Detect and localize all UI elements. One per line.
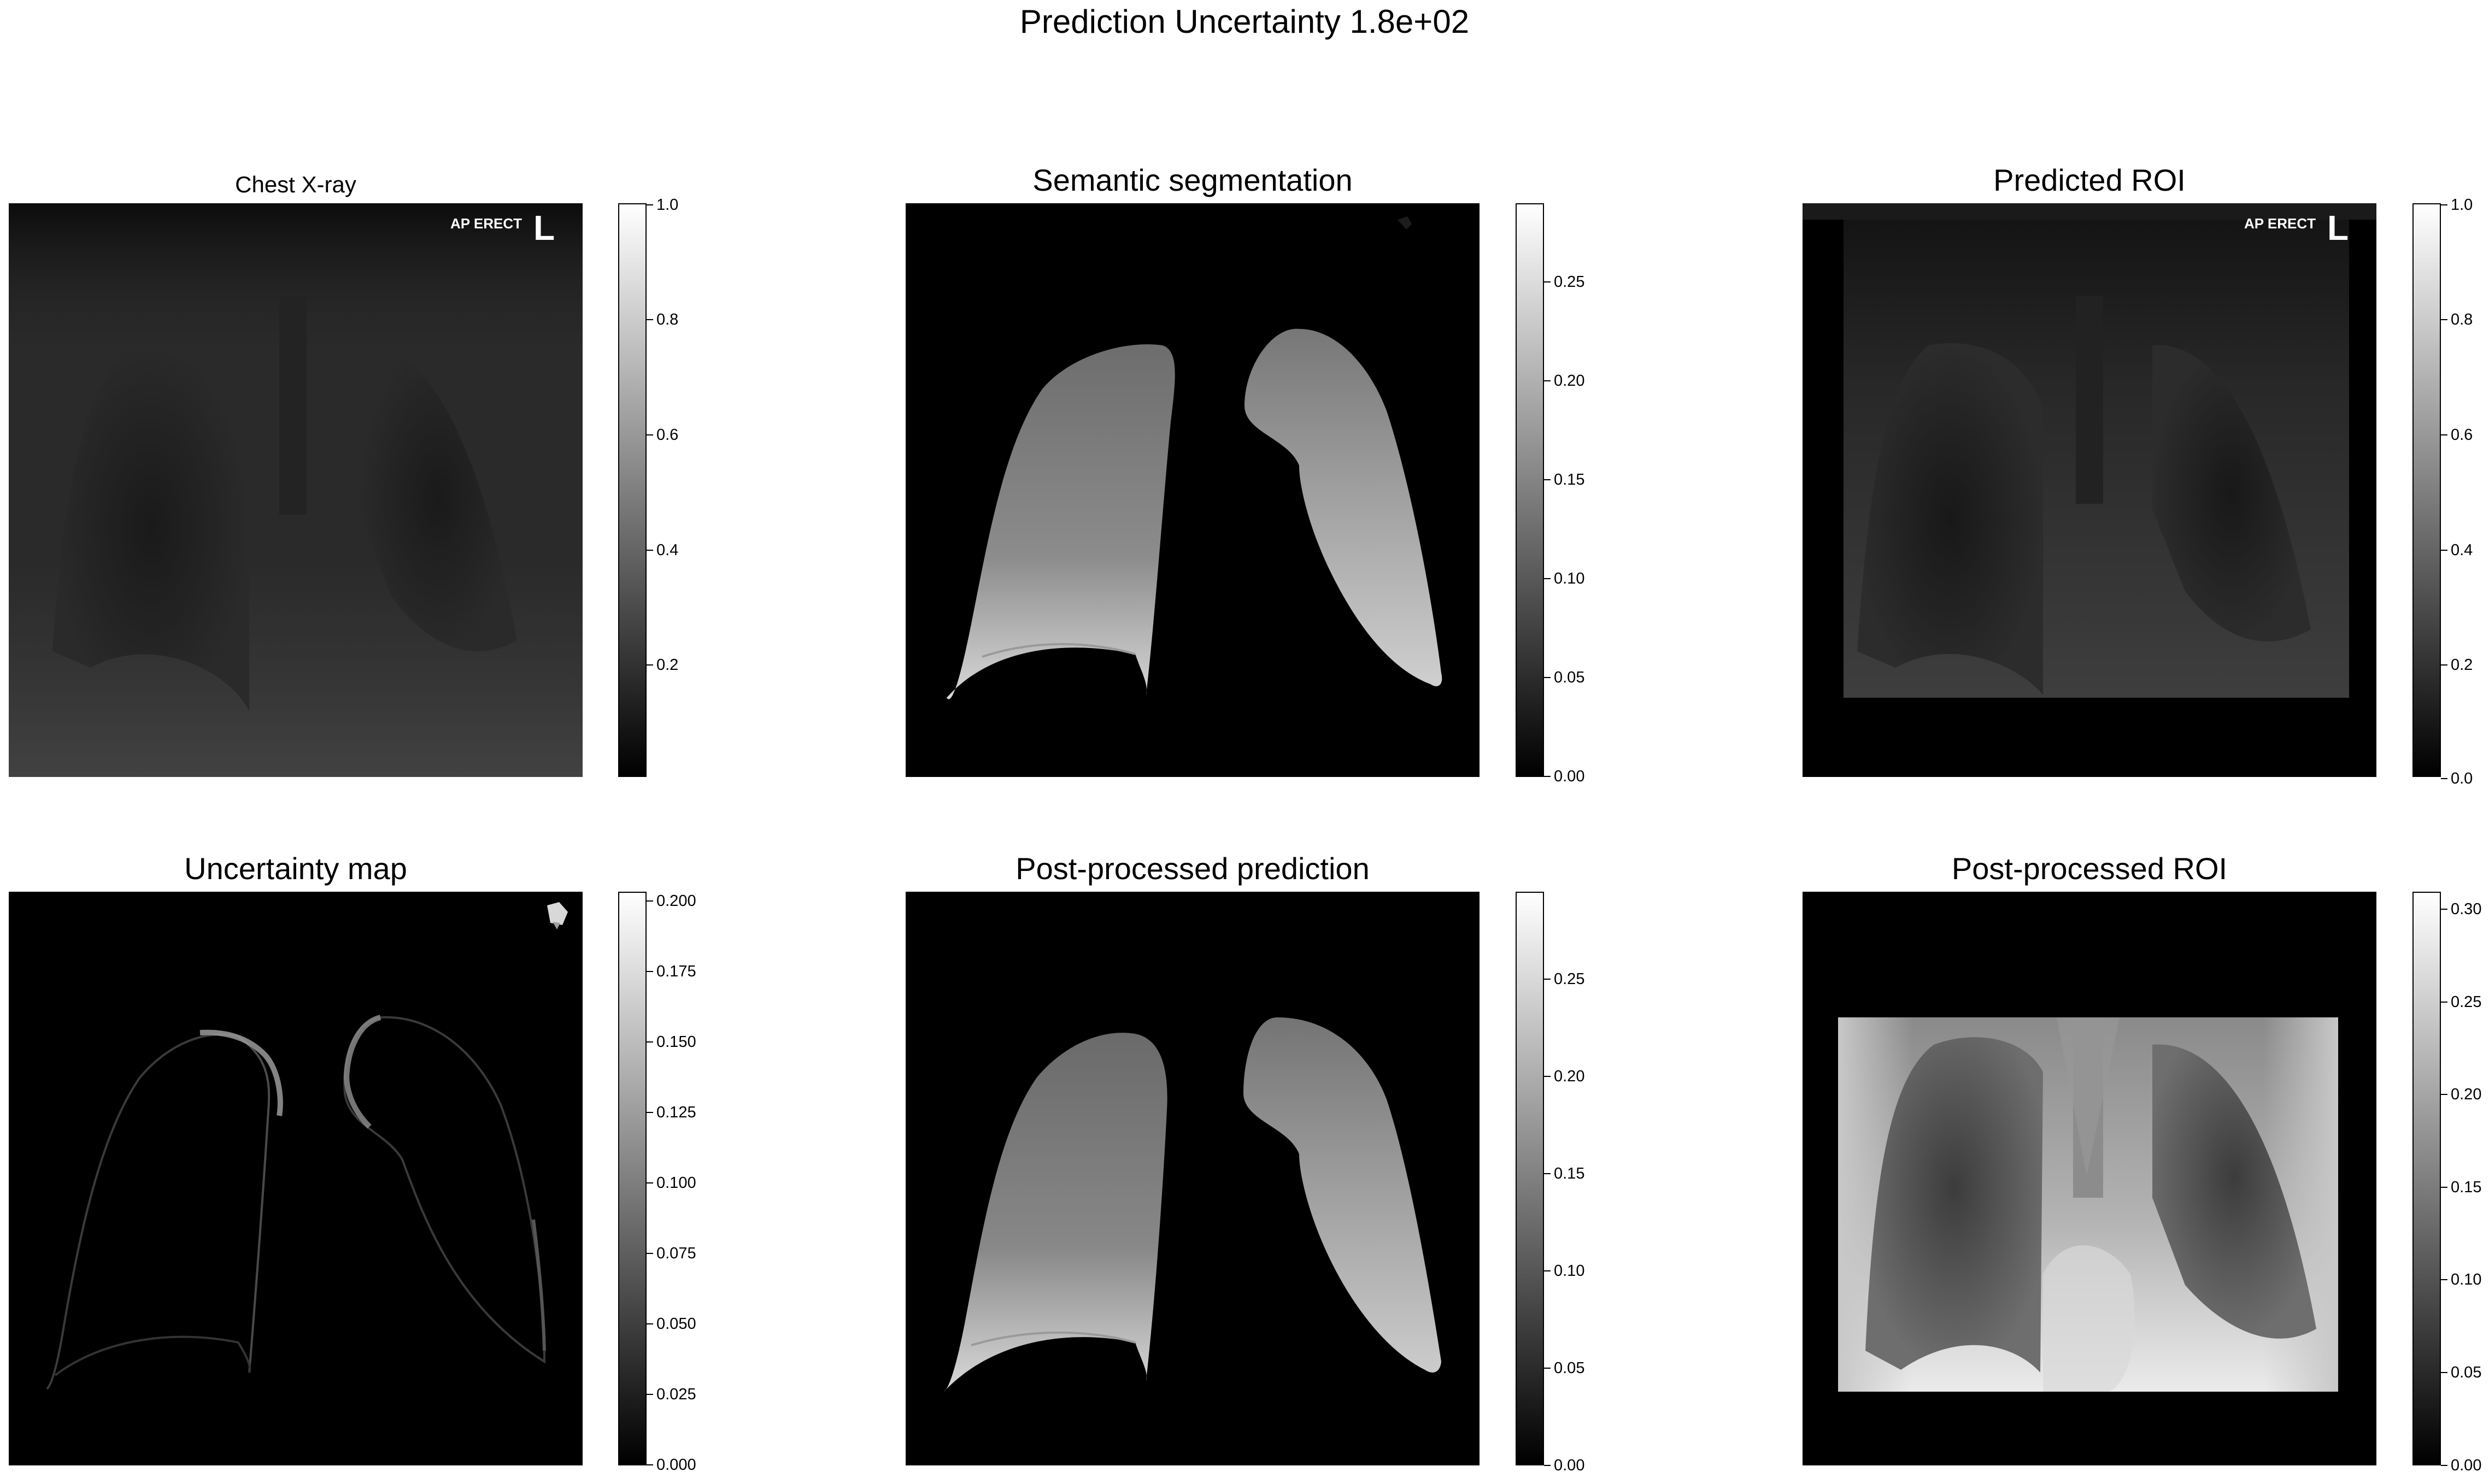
- colorbar-tick: 0.175: [647, 963, 696, 980]
- roi-side-marker: L: [2327, 208, 2349, 248]
- colorbar-tick: 0.00: [2440, 1457, 2482, 1474]
- panel-title-chest-xray: Chest X-ray: [235, 172, 356, 197]
- colorbar-tick: 0.6: [646, 426, 679, 444]
- colorbar-tick: 0.20: [1543, 1068, 1585, 1085]
- colorbar-tick: 0.8: [2440, 311, 2473, 328]
- colorbar-tick: 0.2: [2440, 656, 2473, 674]
- colorbar-tick: 0.075: [647, 1245, 696, 1262]
- colorbar-post-processed-prediction: [1516, 892, 1544, 1465]
- uncertainty-map-image: [9, 892, 583, 1465]
- xray-side-marker: L: [533, 208, 555, 248]
- colorbar-segmentation: [1516, 203, 1544, 777]
- colorbar-tick: 0.20: [1543, 372, 1585, 390]
- panel-title-uncertainty-map: Uncertainty map: [184, 851, 407, 886]
- post-processed-roi-image: [1803, 892, 2376, 1465]
- colorbar-tick: 1.0: [646, 196, 679, 214]
- post-processed-prediction-image: [906, 892, 1480, 1465]
- colorbar-tick: 0.4: [2440, 541, 2473, 559]
- colorbar-tick: 0.200: [647, 892, 696, 910]
- colorbar-predicted-roi: [2412, 203, 2441, 777]
- panel-title-semantic-segmentation: Semantic segmentation: [1032, 163, 1353, 197]
- colorbar-tick: 0.25: [1543, 273, 1585, 291]
- colorbar-tick: 0.025: [647, 1386, 696, 1403]
- panel-title-post-processed-prediction: Post-processed prediction: [1015, 851, 1370, 886]
- colorbar-tick: 0.8: [646, 311, 679, 328]
- colorbar-post-processed-roi: [2412, 892, 2441, 1465]
- colorbar-tick: 0.6: [2440, 426, 2473, 444]
- colorbar-tick: 0.05: [1543, 1359, 1585, 1377]
- colorbar-tick: 0.4: [646, 541, 679, 559]
- colorbar-tick: 0.15: [1543, 471, 1585, 488]
- xray-view-label: AP ERECT: [450, 215, 522, 232]
- colorbar-tick: 0.150: [647, 1033, 696, 1051]
- colorbar-tick: 0.25: [2440, 993, 2482, 1011]
- panel-title-predicted-roi: Predicted ROI: [1993, 163, 2186, 197]
- colorbar-tick: 0.125: [647, 1104, 696, 1121]
- colorbar-tick: 0.00: [1543, 1457, 1585, 1474]
- colorbar-tick: 0.000: [647, 1456, 696, 1474]
- segmentation-image: [906, 203, 1480, 777]
- colorbar-tick: 0.050: [647, 1315, 696, 1333]
- colorbar-tick: 0.10: [1543, 570, 1585, 587]
- colorbar-tick: 0.15: [1543, 1165, 1585, 1182]
- colorbar-tick: 0.00: [1543, 768, 1585, 785]
- chest-xray-image: AP ERECT L: [9, 203, 583, 777]
- colorbar-tick: 0.30: [2440, 900, 2482, 918]
- colorbar-tick: 0.0: [2440, 770, 2473, 787]
- colorbar-tick: 0.100: [647, 1174, 696, 1192]
- figure-title: Prediction Uncertainty 1.8e+02: [1019, 3, 1470, 40]
- predicted-roi-image: AP ERECT L: [1803, 203, 2376, 777]
- colorbar-tick: 0.05: [2440, 1364, 2482, 1381]
- roi-view-label: AP ERECT: [2244, 215, 2316, 232]
- colorbar-tick: 0.15: [2440, 1179, 2482, 1196]
- colorbar-uncertainty-map: [618, 892, 647, 1465]
- colorbar-tick: 0.10: [1543, 1262, 1585, 1280]
- panel-title-post-processed-roi: Post-processed ROI: [1951, 851, 2228, 886]
- colorbar-chest-xray: [618, 203, 647, 777]
- colorbar-tick: 0.25: [1543, 970, 1585, 988]
- colorbar-tick: 1.0: [2440, 196, 2473, 214]
- colorbar-tick: 0.10: [2440, 1271, 2482, 1288]
- colorbar-tick: 0.20: [2440, 1086, 2482, 1103]
- colorbar-tick: 0.05: [1543, 669, 1585, 686]
- colorbar-tick: 0.2: [646, 656, 679, 674]
